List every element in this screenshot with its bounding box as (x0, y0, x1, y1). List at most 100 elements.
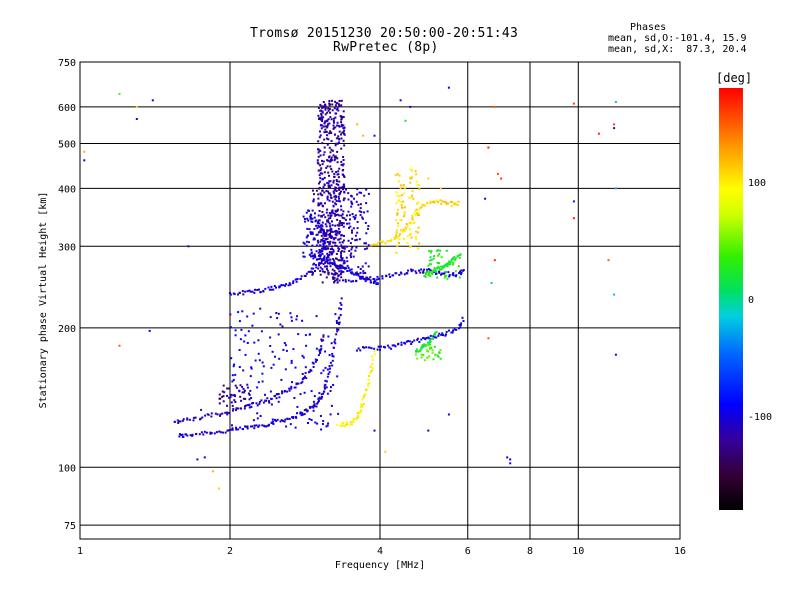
data-point (410, 268, 413, 271)
data-point (376, 243, 378, 246)
data-point (329, 248, 332, 251)
data-point (389, 275, 392, 278)
data-point (313, 193, 315, 196)
data-point (292, 280, 295, 283)
data-point (342, 168, 345, 171)
data-point (336, 107, 339, 110)
data-point (323, 387, 326, 390)
data-point (411, 194, 414, 197)
data-point (321, 221, 324, 224)
data-point (429, 334, 432, 337)
data-point (246, 315, 249, 318)
data-point (326, 137, 328, 140)
data-point (314, 212, 316, 215)
data-point (323, 390, 325, 393)
data-point (341, 173, 344, 176)
data-point (322, 237, 325, 240)
data-point (327, 186, 330, 189)
data-point (433, 255, 436, 258)
data-point (363, 346, 365, 349)
data-point (352, 419, 355, 422)
data-point (245, 425, 248, 428)
data-point (320, 227, 323, 230)
data-point (331, 230, 334, 233)
y-tick-label: 100 (58, 463, 76, 474)
data-point (572, 217, 575, 220)
data-point (241, 391, 244, 394)
data-point (418, 242, 421, 245)
data-point (460, 322, 463, 325)
data-point (429, 200, 432, 203)
data-point (235, 428, 238, 431)
data-point (219, 397, 222, 400)
data-point (411, 218, 414, 221)
data-point (487, 337, 490, 340)
data-point (300, 414, 303, 417)
data-point (403, 273, 406, 276)
data-point (359, 268, 362, 270)
data-point (381, 277, 384, 280)
data-point (426, 350, 429, 353)
data-point (329, 251, 332, 254)
data-point (292, 282, 295, 285)
data-point (333, 192, 336, 195)
data-point (252, 402, 255, 404)
data-point (322, 420, 325, 422)
data-point (346, 264, 349, 267)
data-point (422, 271, 425, 274)
data-point (339, 273, 342, 276)
data-point (334, 279, 336, 282)
data-point (308, 406, 311, 408)
data-point (439, 199, 442, 202)
data-point (301, 380, 304, 383)
data-point (425, 273, 427, 276)
data-point (331, 263, 334, 266)
data-point (440, 333, 443, 336)
data-point (337, 412, 340, 415)
data-point (332, 204, 335, 207)
data-point (315, 315, 318, 318)
data-point (319, 257, 322, 260)
data-point (327, 254, 330, 257)
data-point (420, 347, 423, 350)
data-point (182, 418, 185, 421)
data-point (248, 406, 251, 409)
y-tick-label: 750 (58, 58, 76, 69)
data-point (395, 236, 398, 239)
data-point (572, 200, 575, 203)
data-point (484, 197, 487, 200)
data-point (377, 345, 380, 348)
data-point (317, 148, 319, 151)
data-point (227, 411, 230, 414)
data-point (360, 211, 363, 214)
data-point (317, 401, 320, 404)
data-point (448, 275, 451, 278)
data-point (404, 119, 407, 122)
data-point (429, 275, 432, 277)
data-point (329, 159, 332, 162)
data-point (342, 159, 345, 161)
data-point (340, 104, 343, 107)
data-point (330, 272, 333, 275)
data-point (237, 293, 239, 296)
data-point (352, 255, 355, 258)
data-point (336, 209, 339, 212)
data-point (335, 190, 338, 192)
data-point (254, 288, 256, 291)
data-point (337, 322, 340, 325)
data-point (337, 176, 340, 179)
data-point (322, 213, 325, 216)
data-point (320, 345, 323, 348)
data-point (324, 113, 327, 116)
data-point (314, 220, 317, 223)
data-point (506, 456, 509, 459)
data-point (317, 354, 320, 357)
data-point (366, 383, 369, 386)
data-point (239, 426, 242, 429)
data-point (367, 227, 369, 230)
data-point (283, 342, 286, 344)
data-point (356, 227, 359, 230)
data-point (256, 289, 259, 291)
data-point (361, 265, 364, 268)
data-point (338, 167, 341, 170)
